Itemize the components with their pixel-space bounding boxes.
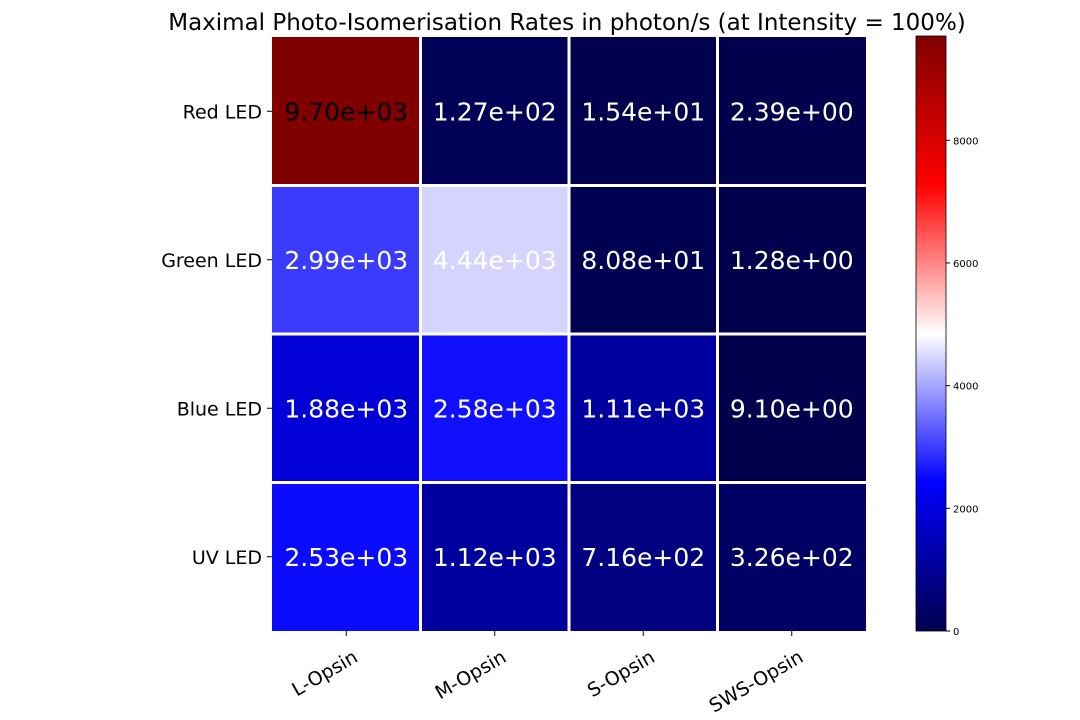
colorbar-tick-label: 0 [953, 627, 959, 638]
heatmap-cells: 9.70e+03 1.27e+02 1.54e+01 2.39e+00 2.99e+03… [272, 37, 866, 631]
cell-value-label: 8.08e+01 [581, 246, 705, 275]
heatmap-cell [719, 187, 866, 333]
column-label: L-Opsin [288, 646, 361, 701]
column-labels: L-Opsin M-Opsin S-Opsin SWS-Opsin [288, 631, 807, 717]
heatmap-cell [570, 484, 716, 631]
cell-value-label: 2.58e+03 [433, 394, 557, 423]
column-label: M-Opsin [431, 646, 510, 704]
colorbar: 0 2000 4000 6000 8000 [915, 35, 978, 638]
cell-value-label: 1.11e+03 [581, 394, 705, 423]
heatmap-cell [719, 37, 866, 184]
heatmap-cell [422, 484, 568, 631]
heatmap-cell [272, 37, 419, 184]
cell-value-label: 2.39e+00 [730, 97, 854, 126]
chart-title: Maximal Photo-Isomerisation Rates in pho… [168, 10, 966, 36]
heatmap-cell [570, 335, 716, 481]
cell-value-label: 2.99e+03 [284, 246, 408, 275]
heatmap-cell [570, 187, 716, 333]
column-label: S-Opsin [584, 646, 659, 702]
colorbar-gradient [915, 35, 947, 632]
colorbar-tick-label: 4000 [953, 382, 978, 393]
cell-value-label: 4.44e+03 [433, 246, 557, 275]
row-labels: Red LED Green LED Blue LED UV LED [161, 101, 272, 569]
heatmap-cell [272, 335, 419, 481]
heatmap-cell [719, 484, 866, 631]
heatmap-cell [422, 187, 568, 333]
colorbar-tick-label: 8000 [953, 136, 978, 147]
heatmap-cell [422, 37, 568, 184]
cell-value-label: 1.28e+00 [730, 246, 854, 275]
colorbar-tick-label: 6000 [953, 259, 978, 270]
cell-value-label: 2.53e+03 [284, 543, 408, 572]
colorbar-tick-label: 2000 [953, 504, 978, 515]
column-label: SWS-Opsin [706, 646, 808, 717]
heatmap-cell [570, 37, 716, 184]
row-label: Red LED [183, 101, 262, 123]
row-label: UV LED [192, 547, 262, 569]
cell-value-label: 9.10e+00 [730, 394, 854, 423]
cell-value-label: 3.26e+02 [730, 543, 854, 572]
heatmap-cell [272, 484, 419, 631]
cell-value-label: 7.16e+02 [581, 543, 705, 572]
heatmap-cell [719, 335, 866, 481]
heatmap-cell [422, 335, 568, 481]
cell-value-label: 1.12e+03 [433, 543, 557, 572]
row-label: Green LED [161, 250, 262, 272]
cell-value-label: 1.88e+03 [284, 394, 408, 423]
cell-value-label: 1.54e+01 [581, 97, 705, 126]
cell-value-label: 1.27e+02 [433, 97, 557, 126]
cell-value-label: 9.70e+03 [284, 97, 408, 126]
row-label: Blue LED [177, 398, 262, 420]
heatmap-cell [272, 187, 419, 333]
